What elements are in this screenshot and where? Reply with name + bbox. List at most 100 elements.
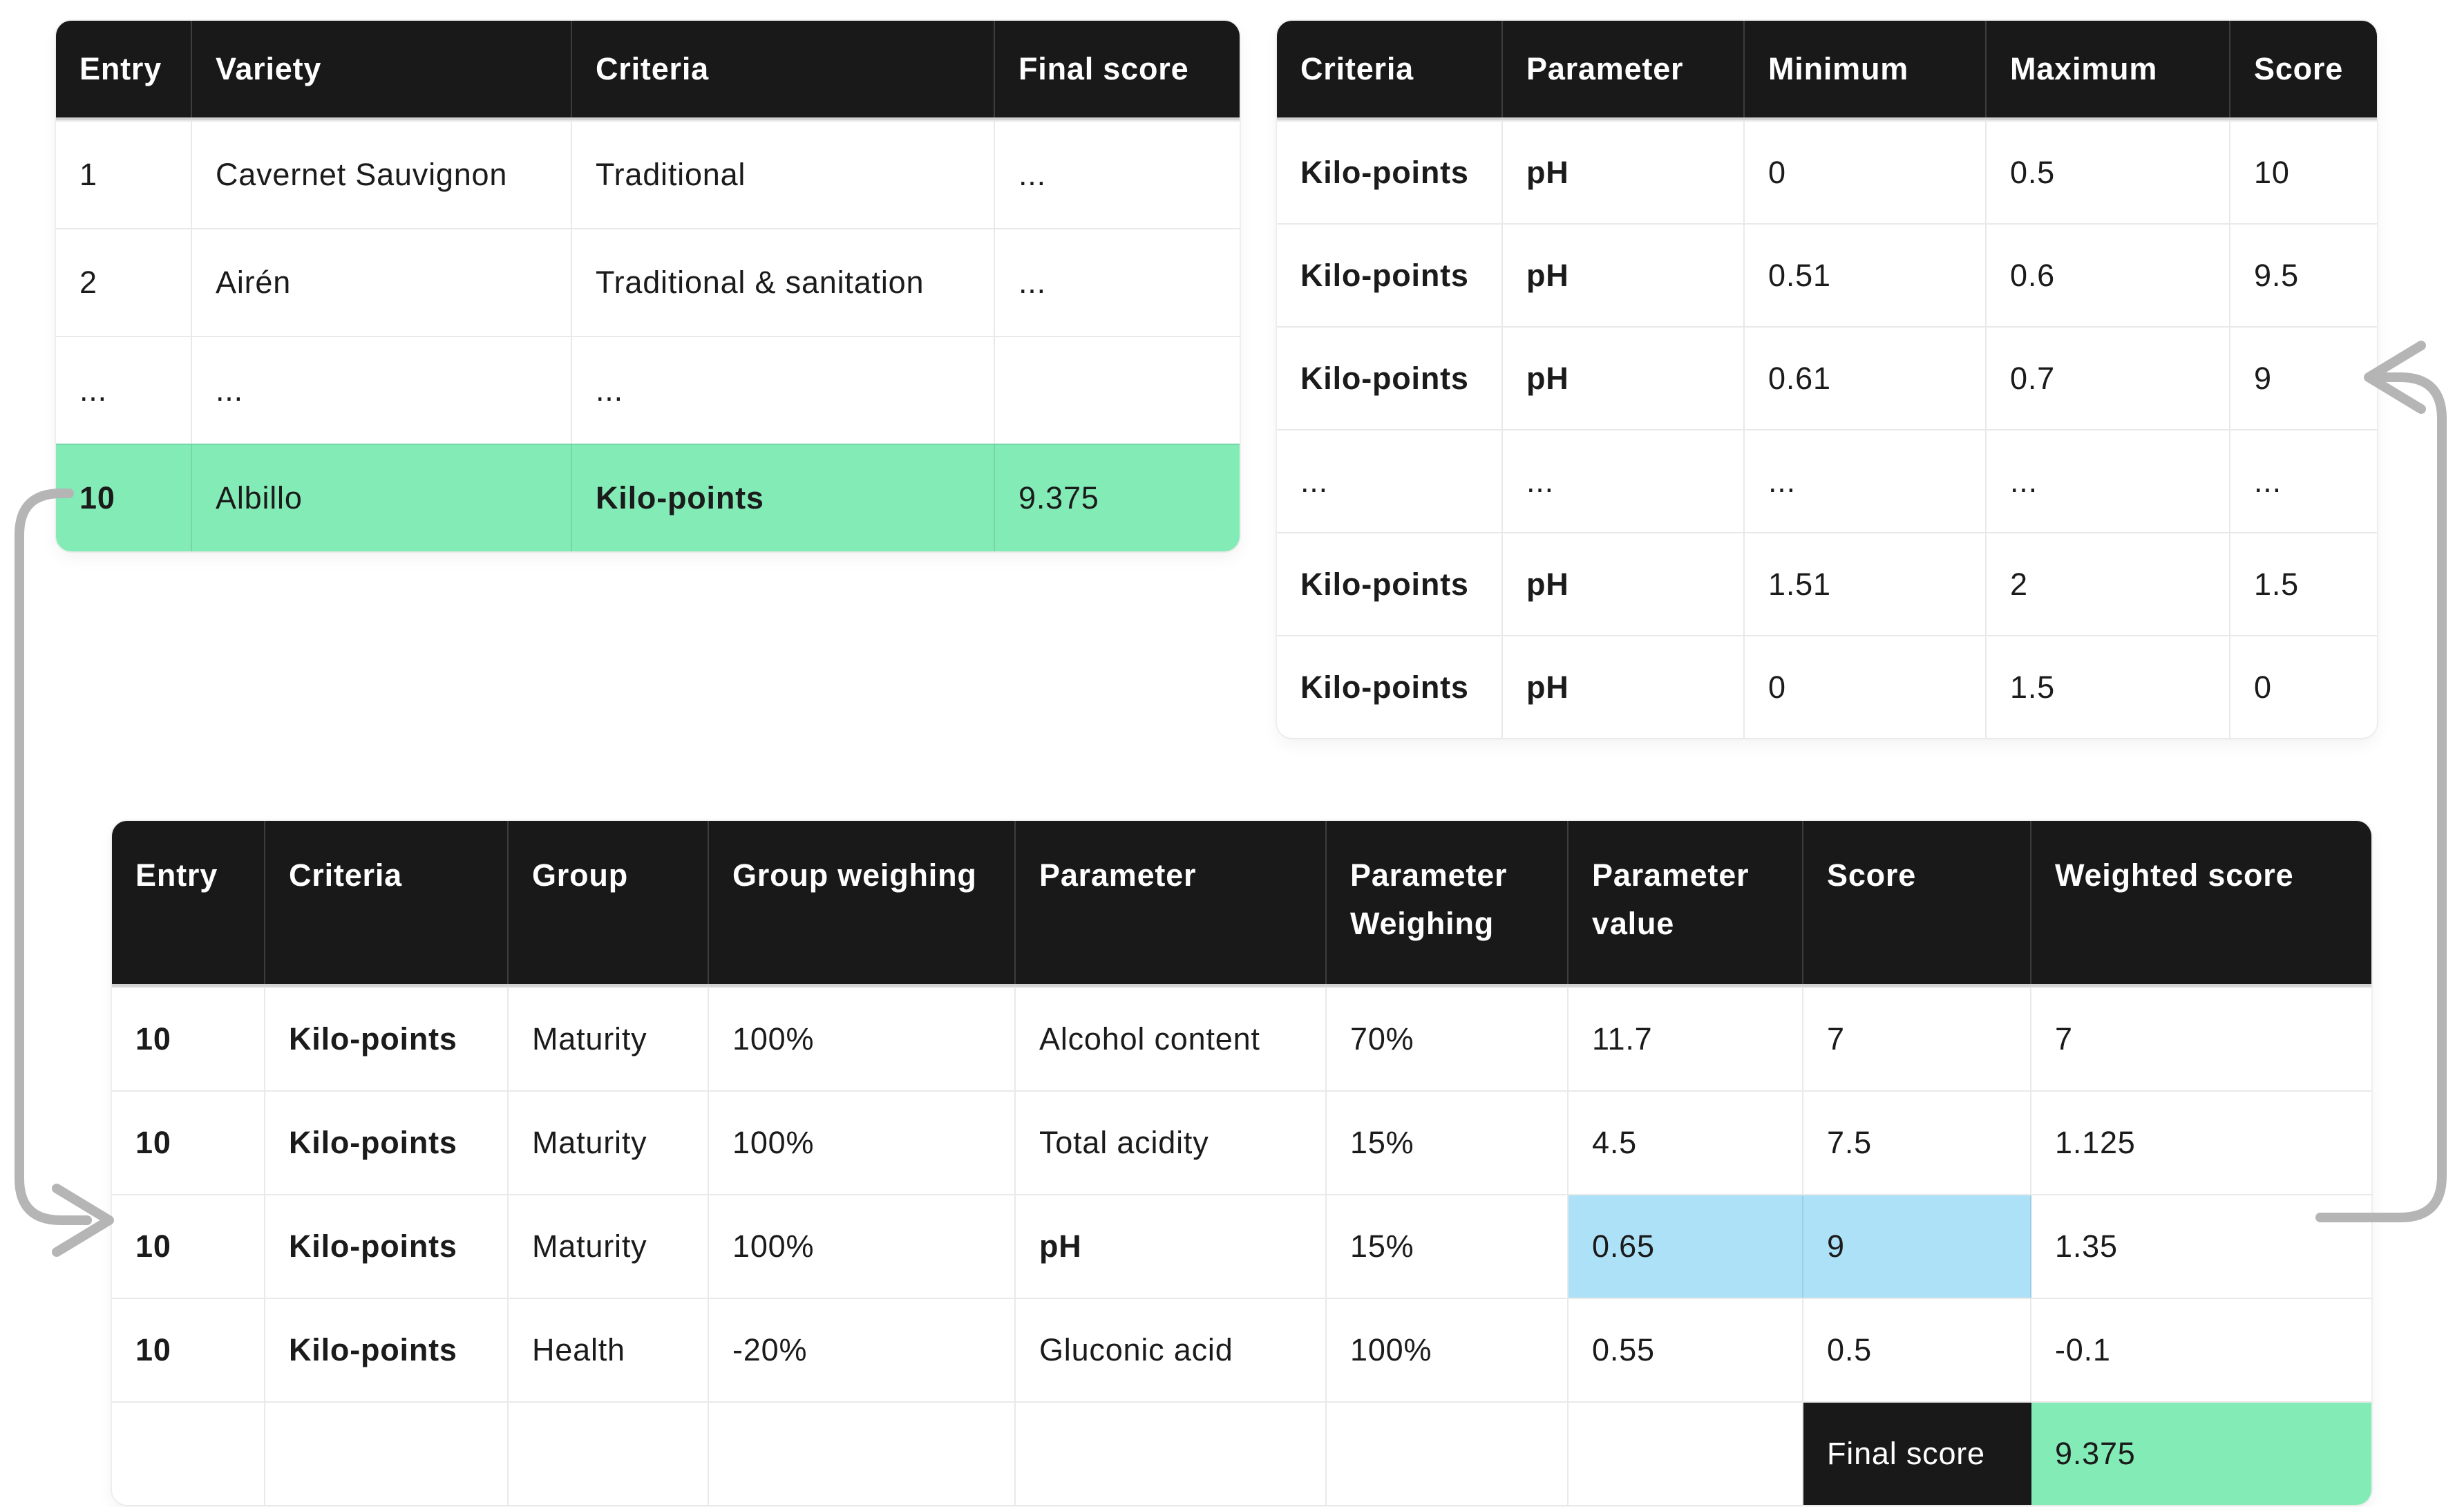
breakdown-cell-r0-c8: 7 xyxy=(2055,1021,2073,1056)
scale-cell-r1-c4: 9.5 xyxy=(2254,257,2299,293)
varieties-row-3: 10 Albillo Kilo-points 9.375 xyxy=(56,444,1240,551)
breakdown-header-group-weighing: Group weighing xyxy=(709,821,1016,984)
varieties-row-1: 2 Airén Traditional & sanitation... xyxy=(56,228,1240,336)
varieties-cell-r1-c3: ... xyxy=(1018,265,1046,300)
scale-row-5: Kilo-points pH 0 1.5 0 xyxy=(1277,635,2377,738)
breakdown-cell-r2-c7: 9 xyxy=(1803,1195,2031,1298)
scale-cell-r1-c1: pH xyxy=(1503,225,1745,326)
varieties-cell-r3-c0: 10 xyxy=(56,445,192,551)
scale-cell-r0-c1: pH xyxy=(1503,122,1745,223)
left-flow-arrow-shaft xyxy=(15,489,92,1225)
scale-row-1: Kilo-points pH 0.51 0.6 9.5 xyxy=(1277,223,2377,326)
scale-cell-r0-c2: 0 xyxy=(1745,122,1987,223)
breakdown-cell-r0-c7: 7 xyxy=(1803,988,2031,1090)
breakdown-cell-r1-c6: 4.5 xyxy=(1569,1092,1803,1194)
scale-cell-r5-c4: 0 xyxy=(2254,669,2272,705)
scale-cell-r3-c0: ... xyxy=(1277,430,1503,532)
breakdown-cell-r2-c6: 0.65 xyxy=(1569,1195,1803,1298)
scale-cell-r4-c2: 1.51 xyxy=(1745,533,1987,635)
scale-cell-r5-c2: 0 xyxy=(1745,636,1987,738)
breakdown-cell-r1-c5: 15% xyxy=(1327,1092,1569,1194)
breakdown-cell-r0-c3: 100% xyxy=(709,988,1016,1090)
varieties-header-criteria: Criteria xyxy=(572,21,995,117)
breakdown-header-entry: Entry xyxy=(112,821,265,984)
breakdown-cell-r1-c7: 7.5 xyxy=(1803,1092,2031,1194)
breakdown-cell-r3-c7: 0.5 xyxy=(1803,1299,2031,1401)
scale-cell-r5-c0: Kilo-points xyxy=(1277,636,1503,738)
breakdown-cell-r2-c0: 10 xyxy=(112,1195,265,1298)
scale-row-2: Kilo-points pH 0.61 0.7 9 xyxy=(1277,326,2377,429)
scale-cell-r3-c4: ... xyxy=(2254,463,2282,499)
scale-cell-r2-c2: 0.61 xyxy=(1745,328,1987,429)
breakdown-header-parameter-value: Parameter value xyxy=(1569,821,1803,984)
breakdown-cell-r4-c0 xyxy=(112,1403,265,1505)
breakdown-header-group: Group xyxy=(509,821,709,984)
scale-cell-r1-c3: 0.6 xyxy=(1987,225,2230,326)
scale-cell-r5-c1: pH xyxy=(1503,636,1745,738)
varieties-cell-r3-c1: Albillo xyxy=(192,445,572,551)
varieties-cell-r2-c2: ... xyxy=(572,337,995,444)
varieties-cell-r2-c0: ... xyxy=(56,337,192,444)
breakdown-cell-r4-c7: Final score xyxy=(1803,1403,2031,1505)
scale-header-maximum: Maximum xyxy=(1987,21,2230,117)
breakdown-cell-r2-c8: 1.35 xyxy=(2055,1229,2118,1264)
varieties-header-final-score: Final score xyxy=(1018,51,1189,86)
varieties-cell-r0-c0: 1 xyxy=(56,122,192,228)
breakdown-cell-r0-c2: Maturity xyxy=(509,988,709,1090)
scale-cell-r3-c1: ... xyxy=(1503,430,1745,532)
scale-header-criteria: Criteria xyxy=(1277,21,1503,117)
varieties-header-entry: Entry xyxy=(56,21,192,117)
breakdown-cell-r1-c0: 10 xyxy=(112,1092,265,1194)
breakdown-cell-r3-c1: Kilo-points xyxy=(265,1299,509,1401)
breakdown-cell-r3-c6: 0.55 xyxy=(1569,1299,1803,1401)
scale-cell-r5-c3: 1.5 xyxy=(1987,636,2230,738)
breakdown-cell-r4-c3 xyxy=(709,1403,1016,1505)
breakdown-row-3: 10 Kilo-points Health -20% Gluconic acid 100%… xyxy=(112,1298,2371,1401)
scale-cell-r4-c4: 1.5 xyxy=(2254,566,2299,602)
varieties-final-score-table: Entry Variety Criteria Final score 1 Cavernet… xyxy=(56,21,1240,551)
breakdown-cell-r4-c5 xyxy=(1327,1403,1569,1505)
breakdown-cell-r1-c1: Kilo-points xyxy=(265,1092,509,1194)
breakdown-header-row: Entry Criteria Group Group weighing Paramete… xyxy=(112,821,2371,987)
breakdown-cell-r3-c5: 100% xyxy=(1327,1299,1569,1401)
scale-cell-r0-c3: 0.5 xyxy=(1987,122,2230,223)
varieties-row-2: ......... xyxy=(56,336,1240,444)
breakdown-cell-r3-c3: -20% xyxy=(709,1299,1016,1401)
breakdown-cell-r4-c8: 9.375 xyxy=(2031,1403,2371,1505)
breakdown-cell-r3-c2: Health xyxy=(509,1299,709,1401)
breakdown-cell-r3-c0: 10 xyxy=(112,1299,265,1401)
varieties-cell-r0-c1: Cavernet Sauvignon xyxy=(192,122,572,228)
breakdown-cell-r1-c4: Total acidity xyxy=(1016,1092,1327,1194)
breakdown-cell-r2-c1: Kilo-points xyxy=(265,1195,509,1298)
breakdown-cell-r2-c4: pH xyxy=(1016,1195,1327,1298)
scale-row-3: ............... xyxy=(1277,429,2377,532)
scale-cell-r2-c0: Kilo-points xyxy=(1277,328,1503,429)
breakdown-cell-r2-c5: 15% xyxy=(1327,1195,1569,1298)
left-flow-arrowhead-icon xyxy=(52,1184,114,1257)
varieties-header-variety: Variety xyxy=(192,21,572,117)
breakdown-header-score: Score xyxy=(1803,821,2031,984)
breakdown-cell-r3-c4: Gluconic acid xyxy=(1016,1299,1327,1401)
breakdown-cell-r0-c5: 70% xyxy=(1327,988,1569,1090)
breakdown-cell-r0-c4: Alcohol content xyxy=(1016,988,1327,1090)
varieties-cell-r0-c3: ... xyxy=(1018,157,1046,192)
varieties-cell-r2-c3 xyxy=(995,337,1240,444)
breakdown-row-4: Final score 9.375 xyxy=(112,1401,2371,1505)
scale-cell-r4-c3: 2 xyxy=(1987,533,2230,635)
breakdown-header-criteria: Criteria xyxy=(265,821,509,984)
breakdown-cell-r4-c2 xyxy=(509,1403,709,1505)
scale-row-0: Kilo-points pH 0 0.5 10 xyxy=(1277,120,2377,223)
scale-cell-r4-c0: Kilo-points xyxy=(1277,533,1503,635)
breakdown-cell-r2-c2: Maturity xyxy=(509,1195,709,1298)
breakdown-cell-r2-c3: 100% xyxy=(709,1195,1016,1298)
varieties-cell-r1-c1: Airén xyxy=(192,229,572,336)
scale-cell-r0-c0: Kilo-points xyxy=(1277,122,1503,223)
breakdown-header-parameter-weighing: Parameter Weighing xyxy=(1327,821,1569,984)
breakdown-cell-r4-c1 xyxy=(265,1403,509,1505)
breakdown-cell-r3-c8: -0.1 xyxy=(2055,1332,2111,1367)
scale-cell-r1-c2: 0.51 xyxy=(1745,225,1987,326)
scale-header-score: Score xyxy=(2254,51,2344,86)
varieties-cell-r3-c3: 9.375 xyxy=(1018,480,1099,515)
scale-cell-r2-c4: 9 xyxy=(2254,360,2272,396)
